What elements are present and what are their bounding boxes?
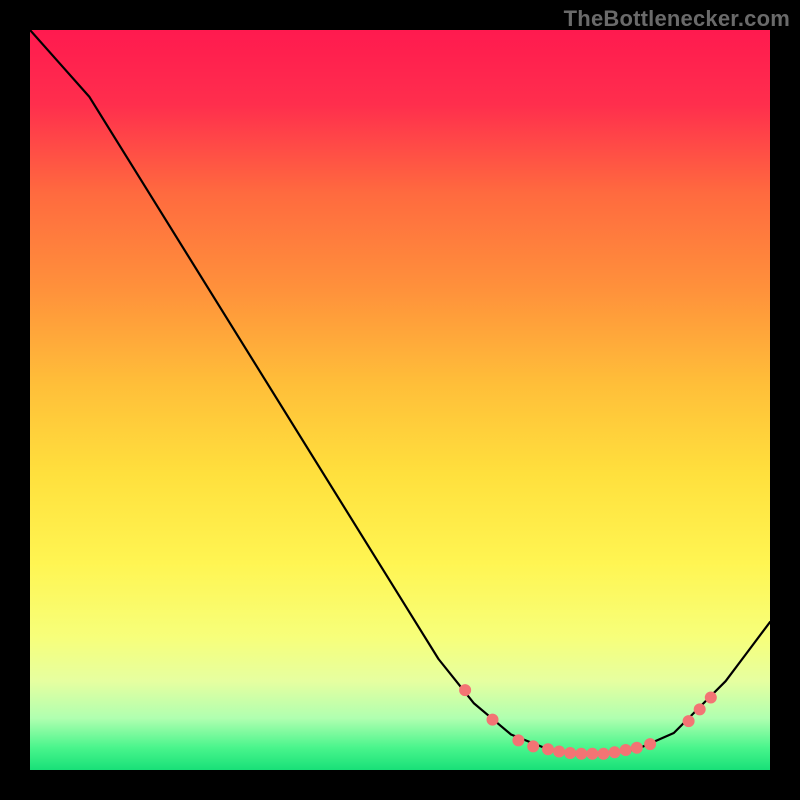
data-marker — [528, 741, 539, 752]
data-marker — [683, 716, 694, 727]
data-marker — [543, 744, 554, 755]
data-marker — [565, 747, 576, 758]
data-marker — [705, 692, 716, 703]
data-marker — [694, 704, 705, 715]
chart-background — [30, 30, 770, 770]
data-marker — [460, 685, 471, 696]
plot-area — [30, 30, 770, 770]
data-marker — [587, 748, 598, 759]
data-marker — [576, 748, 587, 759]
data-marker — [609, 747, 620, 758]
data-marker — [513, 735, 524, 746]
data-marker — [487, 714, 498, 725]
data-marker — [598, 748, 609, 759]
watermark-text: TheBottlenecker.com — [564, 6, 790, 32]
data-marker — [554, 746, 565, 757]
data-marker — [620, 745, 631, 756]
chart-svg — [30, 30, 770, 770]
data-marker — [645, 739, 656, 750]
chart-container: TheBottlenecker.com — [0, 0, 800, 800]
data-marker — [631, 742, 642, 753]
